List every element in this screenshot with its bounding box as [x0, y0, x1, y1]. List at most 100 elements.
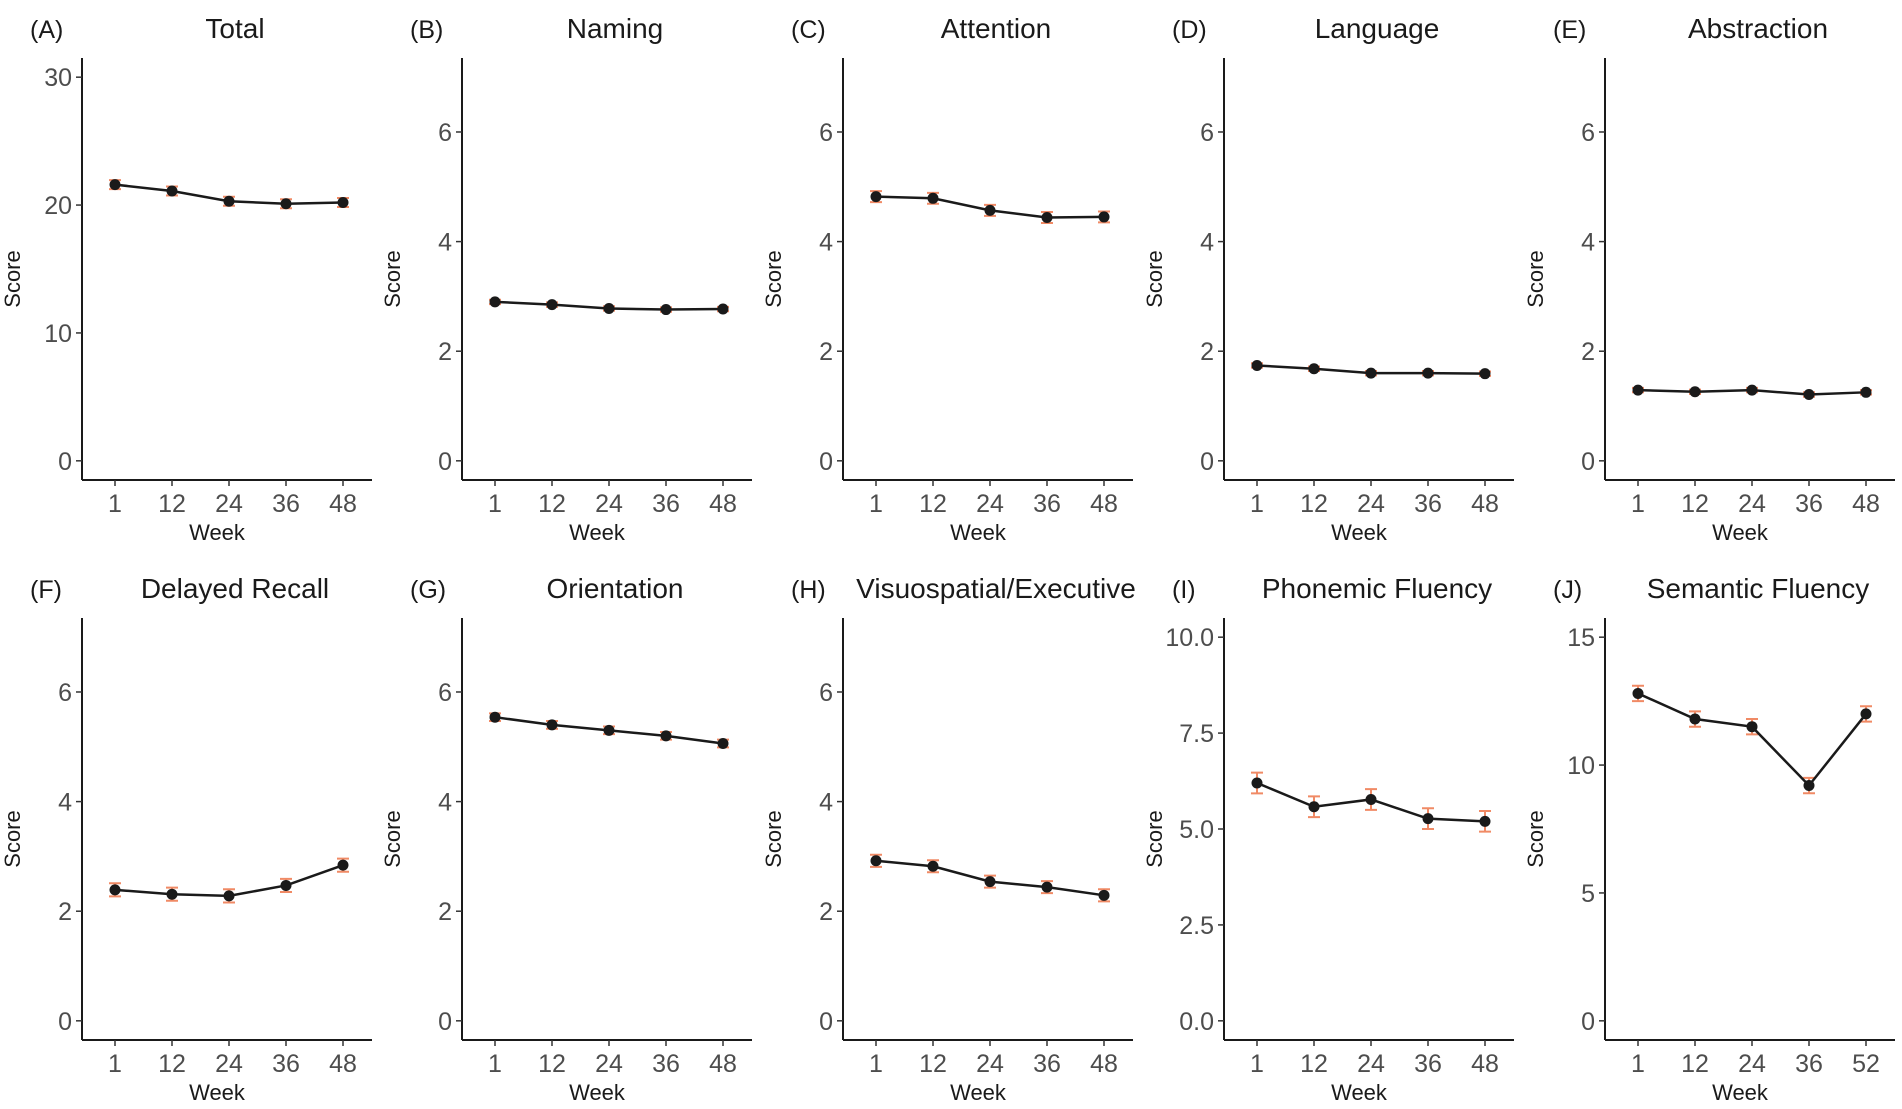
panel-h-data-point [870, 855, 882, 867]
panel-b-data-point [717, 303, 729, 315]
panel-b-y-tick-label: 2 [438, 338, 452, 366]
panel-i-title: Phonemic Fluency [1262, 573, 1492, 604]
panel-h-data-point [984, 876, 996, 888]
panel-a-data-point [166, 185, 178, 197]
panel-d-data-point [1251, 359, 1263, 371]
panel-d-y-axis-label: Score [1142, 250, 1167, 307]
panel-g-data-point [546, 719, 558, 731]
panel-c-data-point [1041, 211, 1053, 223]
panel-d-x-tick-label: 24 [1357, 490, 1385, 518]
panel-a-x-tick-label: 24 [215, 490, 243, 518]
panel-e-letter: (E) [1553, 16, 1586, 44]
panel-i-y-axis-label: Score [1142, 810, 1167, 867]
panel-f-data-point [109, 884, 121, 896]
panel-c-data-point [927, 192, 939, 204]
panel-i-x-axis-label: Week [1331, 1080, 1388, 1105]
panel-g-title: Orientation [547, 573, 684, 604]
panel-d-x-tick-label: 12 [1300, 490, 1328, 518]
panel-c-data-point [1098, 211, 1110, 223]
panel-g-data-point [603, 724, 615, 736]
panel-b-x-axis-label: Week [569, 520, 626, 545]
panel-h-x-tick-label: 1 [869, 1050, 883, 1078]
panel-d-y-tick-label: 2 [1200, 338, 1214, 366]
panel-j-y-tick-label: 0 [1581, 1008, 1595, 1036]
panel-c-data-point [870, 191, 882, 203]
panel-g-x-tick-label: 12 [538, 1050, 566, 1078]
panel-b-title: Naming [567, 13, 663, 44]
panel-i-data-point [1308, 801, 1320, 813]
panel-d-x-tick-label: 1 [1250, 490, 1264, 518]
panel-j-x-tick-label: 52 [1852, 1050, 1880, 1078]
panel-g-x-tick-label: 36 [652, 1050, 680, 1078]
panel-d-data-point [1308, 363, 1320, 375]
panel-d-x-tick-label: 36 [1414, 490, 1442, 518]
panel-j-data-point [1689, 713, 1701, 725]
panel-f-y-tick-label: 4 [58, 789, 72, 817]
panel-e-x-tick-label: 48 [1852, 490, 1880, 518]
panel-c-x-tick-label: 36 [1033, 490, 1061, 518]
panel-d-data-point [1365, 367, 1377, 379]
panel-a-letter: (A) [30, 16, 63, 44]
panel-j-y-tick-label: 5 [1581, 880, 1595, 908]
panel-g-y-tick-label: 2 [438, 898, 452, 926]
panel-h-y-tick-label: 4 [819, 789, 833, 817]
panel-h-title: Visuospatial/Executive [856, 573, 1136, 604]
panel-e-y-tick-label: 6 [1581, 119, 1595, 147]
panel-b-y-tick-label: 6 [438, 119, 452, 147]
panel-d-x-tick-label: 48 [1471, 490, 1499, 518]
panel-h-letter: (H) [791, 576, 826, 604]
panel-e-data-point [1860, 386, 1872, 398]
panel-a-x-tick-label: 12 [158, 490, 186, 518]
panel-c-y-tick-label: 0 [819, 448, 833, 476]
panel-c-y-tick-label: 2 [819, 338, 833, 366]
panel-g-x-tick-label: 48 [709, 1050, 737, 1078]
panel-b-y-tick-label: 0 [438, 448, 452, 476]
panel-g-y-tick-label: 0 [438, 1008, 452, 1036]
panel-f-x-tick-label: 48 [329, 1050, 357, 1078]
panel-i-x-tick-label: 48 [1471, 1050, 1499, 1078]
panel-f-y-axis-label: Score [0, 810, 25, 867]
panel-j-x-tick-label: 24 [1738, 1050, 1766, 1078]
panel-d-y-tick-label: 4 [1200, 229, 1214, 257]
panel-i-y-tick-label: 0.0 [1179, 1008, 1214, 1036]
panel-j-y-tick-label: 10 [1567, 752, 1595, 780]
panel-f-data-point [280, 879, 292, 891]
panel-b-letter: (B) [410, 16, 443, 44]
panel-i-data-point [1422, 813, 1434, 825]
panel-g-letter: (G) [410, 576, 446, 604]
panel-h-data-point [1041, 881, 1053, 893]
panel-j-x-axis-label: Week [1712, 1080, 1769, 1105]
panel-e-data-point [1746, 384, 1758, 396]
panel-a-y-tick-label: 30 [44, 64, 72, 92]
panel-e-x-tick-label: 1 [1631, 490, 1645, 518]
panel-a-data-point [223, 195, 235, 207]
panel-j-data-point [1860, 708, 1872, 720]
panel-f-letter: (F) [30, 576, 62, 604]
panel-a-x-axis-label: Week [189, 520, 246, 545]
panel-d-y-tick-label: 0 [1200, 448, 1214, 476]
panel-c-y-axis-label: Score [761, 250, 786, 307]
panel-i-x-tick-label: 24 [1357, 1050, 1385, 1078]
panel-f-y-tick-label: 6 [58, 679, 72, 707]
panel-c-letter: (C) [791, 16, 826, 44]
panel-a-data-point [109, 179, 121, 191]
panel-a-x-tick-label: 36 [272, 490, 300, 518]
panel-h-x-tick-label: 36 [1033, 1050, 1061, 1078]
panel-f-x-tick-label: 24 [215, 1050, 243, 1078]
panel-c-x-tick-label: 1 [869, 490, 883, 518]
panel-i-x-tick-label: 36 [1414, 1050, 1442, 1078]
panel-b-x-tick-label: 24 [595, 490, 623, 518]
panel-d-letter: (D) [1172, 16, 1207, 44]
panel-b-x-tick-label: 48 [709, 490, 737, 518]
panel-g-data-point [489, 711, 501, 723]
panel-i-y-tick-label: 7.5 [1179, 720, 1214, 748]
panel-a-y-tick-label: 10 [44, 320, 72, 348]
panel-c-y-tick-label: 4 [819, 229, 833, 257]
panel-c-data-point [984, 204, 996, 216]
panel-e-x-tick-label: 12 [1681, 490, 1709, 518]
panel-a-y-axis-label: Score [0, 250, 25, 307]
